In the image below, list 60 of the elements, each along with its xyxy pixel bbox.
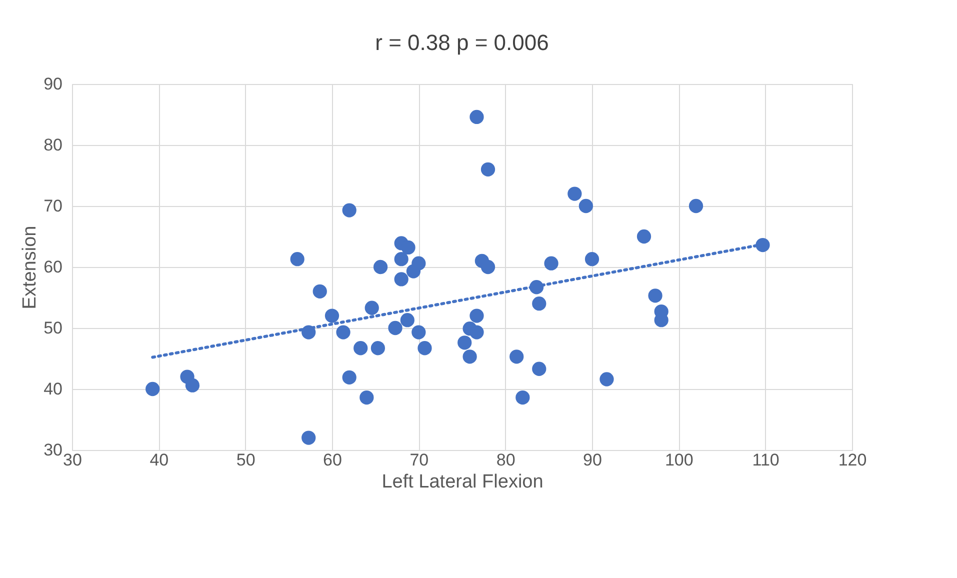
point bbox=[290, 252, 304, 266]
chart-title: r = 0.38 p = 0.006 bbox=[375, 30, 549, 55]
x-tick-label: 110 bbox=[752, 450, 780, 470]
point bbox=[544, 256, 558, 270]
point bbox=[510, 350, 524, 364]
point bbox=[532, 296, 546, 311]
point bbox=[516, 390, 530, 405]
point bbox=[360, 390, 374, 405]
x-tick-label: 40 bbox=[150, 450, 169, 470]
x-tick-label: 50 bbox=[236, 450, 256, 470]
point bbox=[354, 341, 368, 356]
x-axis-title: Left Lateral Flexion bbox=[382, 472, 544, 492]
point bbox=[146, 382, 160, 396]
y-tick-label: 60 bbox=[44, 258, 62, 276]
point bbox=[470, 308, 484, 323]
point bbox=[373, 260, 388, 274]
point bbox=[578, 198, 594, 214]
point bbox=[568, 186, 582, 201]
point bbox=[636, 229, 652, 244]
point bbox=[532, 362, 546, 376]
y-axis-title: Extension bbox=[20, 226, 41, 310]
point bbox=[406, 264, 421, 278]
y-tick-label: 90 bbox=[44, 74, 62, 94]
y-tick-label: 80 bbox=[44, 136, 62, 154]
point bbox=[324, 308, 340, 323]
point bbox=[394, 252, 408, 266]
point bbox=[394, 272, 408, 286]
point bbox=[688, 198, 704, 214]
point bbox=[480, 162, 496, 176]
x-tick-label: 70 bbox=[410, 450, 429, 470]
point bbox=[584, 252, 600, 266]
point bbox=[462, 350, 477, 364]
x-tick-label: 100 bbox=[664, 450, 694, 470]
point bbox=[400, 313, 414, 328]
point bbox=[185, 378, 200, 392]
point bbox=[370, 341, 386, 356]
point bbox=[342, 203, 356, 218]
x-tick-label: 30 bbox=[63, 450, 82, 470]
point bbox=[412, 325, 426, 340]
x-tick-label: 90 bbox=[583, 450, 602, 470]
point bbox=[401, 240, 416, 255]
y-tick-label: 40 bbox=[44, 380, 62, 398]
point bbox=[480, 260, 496, 274]
point bbox=[418, 341, 432, 356]
point bbox=[648, 288, 662, 303]
point bbox=[388, 320, 402, 336]
y-tick-label: 70 bbox=[44, 196, 62, 216]
point bbox=[342, 370, 356, 384]
x-tick-label: 60 bbox=[323, 450, 342, 470]
x-tick-label: 80 bbox=[496, 450, 516, 470]
point bbox=[302, 430, 316, 445]
x-tick-label: 120 bbox=[838, 450, 867, 470]
point bbox=[364, 300, 379, 315]
point bbox=[600, 372, 614, 386]
point bbox=[458, 336, 472, 350]
point bbox=[470, 110, 484, 124]
y-tick-label: 50 bbox=[44, 318, 62, 338]
point bbox=[470, 325, 484, 340]
point bbox=[336, 325, 350, 340]
point bbox=[312, 284, 327, 298]
